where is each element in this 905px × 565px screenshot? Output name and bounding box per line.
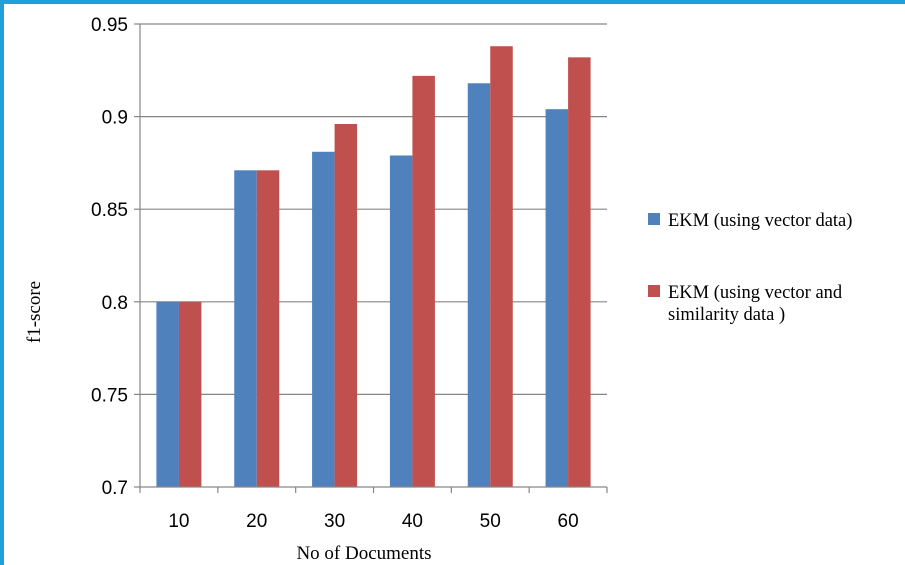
axes	[134, 23, 608, 493]
bar-vector-60	[545, 109, 569, 487]
y-tick-label: 0.75	[91, 385, 128, 406]
y-tick-label: 0.7	[102, 478, 128, 499]
x-tick-label: 30	[324, 511, 345, 532]
bar-vector-20	[234, 170, 257, 488]
y-tick-label: 0.95	[91, 15, 128, 36]
bar-vector-similarity-20	[256, 170, 280, 488]
x-tick-label: 40	[402, 511, 423, 532]
bar-vector-30	[312, 151, 335, 487]
legend-swatch	[648, 213, 660, 225]
legend: EKM (using vector data) EKM (using vector…	[648, 211, 852, 325]
x-tick-label: 20	[246, 511, 267, 532]
y-tick-label: 0.9	[102, 108, 128, 129]
bar-vector-similarity-50	[490, 46, 513, 487]
bar-vector-50	[467, 83, 491, 487]
bar-vector-40	[389, 155, 413, 487]
bar-vector-10	[156, 301, 179, 487]
x-axis-title: No of Documents	[296, 543, 431, 564]
gridlines	[140, 23, 607, 395]
bar-vector-similarity-10	[178, 301, 202, 487]
bar-vector-similarity-30	[334, 124, 358, 488]
y-axis-title: f1-score	[24, 281, 45, 343]
legend-label: similarity data )	[668, 305, 785, 325]
y-tick-labels: 0.7 0.75 0.8 0.85 0.9 0.95	[91, 15, 128, 499]
bars	[156, 46, 591, 488]
y-tick-label: 0.85	[91, 200, 128, 221]
bar-vector-similarity-40	[412, 75, 435, 487]
y-tick-label: 0.8	[102, 293, 128, 314]
legend-label: EKM (using vector data)	[668, 211, 852, 231]
legend-swatch	[648, 285, 660, 297]
legend-label: EKM (using vector and	[668, 283, 843, 303]
x-tick-labels: 10 20 30 40 50 60	[168, 511, 578, 532]
x-tick-label: 50	[480, 511, 501, 532]
bar-vector-similarity-60	[568, 57, 591, 487]
x-tick-label: 10	[168, 511, 189, 532]
x-tick-label: 60	[558, 511, 579, 532]
